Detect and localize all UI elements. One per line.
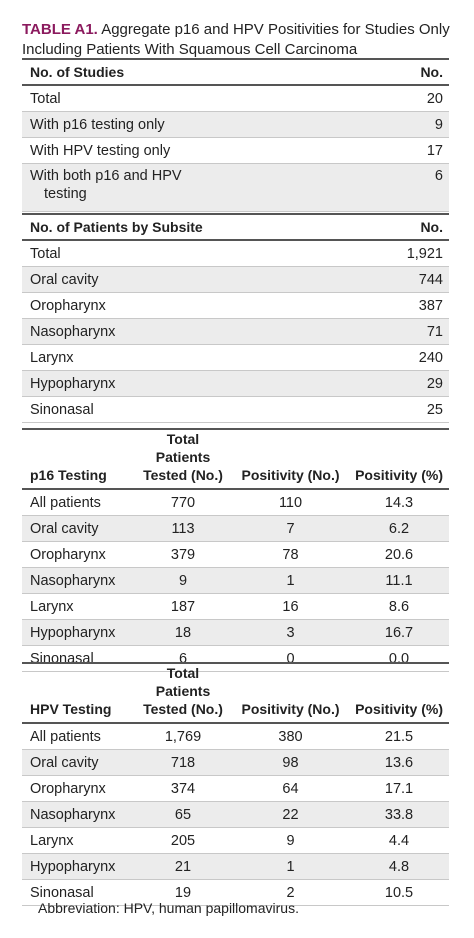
table-row: Oral cavity 113 7 6.2 (22, 515, 449, 542)
p16-header-testing: p16 Testing (22, 428, 132, 490)
table-row: All patients 1,769 380 21.5 (22, 723, 449, 750)
studies-header-no: No. (371, 58, 449, 86)
table-row: Oropharynx 374 64 17.1 (22, 775, 449, 802)
table-row: Sinonasal 19 2 10.5 (22, 879, 449, 906)
subsite-header-no: No. (358, 213, 449, 241)
table-row: Hypopharynx 18 3 16.7 (22, 619, 449, 646)
table-row: Nasopharynx 9 1 11.1 (22, 567, 449, 594)
hpv-table: HPV Testing Total Patients Tested (No.) P… (22, 662, 449, 906)
table-row: Oropharynx 387 (22, 292, 449, 319)
studies-header-label: No. of Studies (22, 58, 372, 86)
hpv-header-tested: Total Patients Tested (No.) (132, 662, 232, 724)
table-row: With HPV testing only 17 (22, 137, 449, 164)
studies-table: No. of Studies No. Total 20 With p16 test… (22, 58, 449, 212)
table-row: Oral cavity 744 (22, 266, 449, 293)
table-row: Larynx 240 (22, 344, 449, 371)
table-row: Oropharynx 379 78 20.6 (22, 541, 449, 568)
table-row: Nasopharynx 65 22 33.8 (22, 801, 449, 828)
table-row: Oral cavity 718 98 13.6 (22, 749, 449, 776)
footnote: Abbreviation: HPV, human papillomavirus. (38, 900, 299, 916)
table-row: All patients 770 110 14.3 (22, 489, 449, 516)
hpv-header-positivity-no: Positivity (No.) (232, 662, 347, 724)
table-row: Nasopharynx 71 (22, 318, 449, 345)
table-row: Total 20 (22, 85, 449, 112)
table-row: Total 1,921 (22, 240, 449, 267)
subsite-header-row: No. of Patients by Subsite No. (22, 213, 449, 241)
subsite-header-label: No. of Patients by Subsite (22, 213, 359, 241)
p16-header-row: p16 Testing Total Patients Tested (No.) P… (22, 428, 449, 490)
hpv-header-testing: HPV Testing (22, 662, 132, 724)
table-row: With p16 testing only 9 (22, 111, 449, 138)
table-row: Larynx 205 9 4.4 (22, 827, 449, 854)
table-title: Aggregate p16 and HPV Positivities for S… (22, 21, 450, 58)
p16-header-tested: Total Patients Tested (No.) (132, 428, 232, 490)
hpv-header-positivity-pct: Positivity (%) (347, 662, 449, 724)
subsite-table: No. of Patients by Subsite No. Total 1,92… (22, 213, 449, 423)
table-row: Hypopharynx 21 1 4.8 (22, 853, 449, 880)
studies-header-row: No. of Studies No. (22, 58, 449, 86)
table-row: Sinonasal 25 (22, 396, 449, 423)
table-row: With both p16 and HPV testing 6 (22, 163, 449, 212)
table-row: Larynx 187 16 8.6 (22, 593, 449, 620)
p16-header-positivity-no: Positivity (No.) (232, 428, 347, 490)
table-caption: TABLE A1. Aggregate p16 and HPV Positivi… (22, 20, 462, 60)
hpv-header-row: HPV Testing Total Patients Tested (No.) P… (22, 662, 449, 724)
table-label: TABLE A1. (22, 21, 98, 38)
p16-header-positivity-pct: Positivity (%) (347, 428, 449, 490)
table-row: Hypopharynx 29 (22, 370, 449, 397)
p16-table: p16 Testing Total Patients Tested (No.) P… (22, 428, 449, 672)
